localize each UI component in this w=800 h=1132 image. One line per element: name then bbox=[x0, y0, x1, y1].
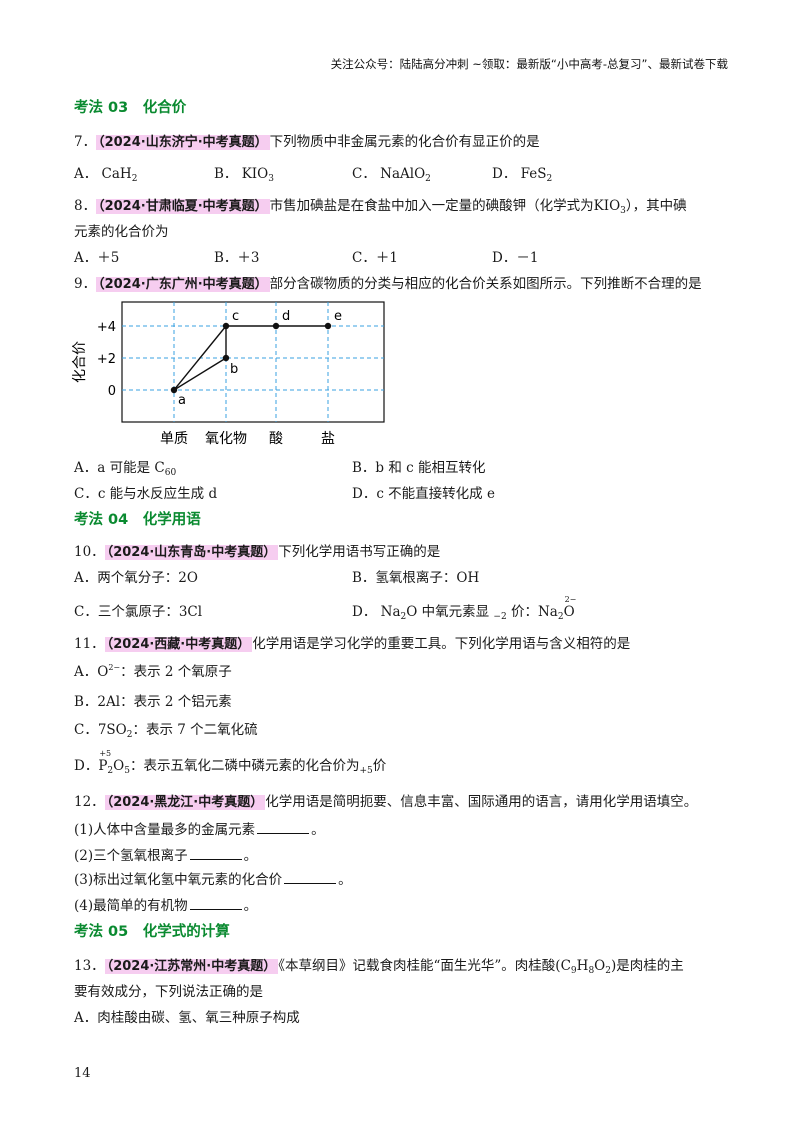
q12-part-4: (4)最简单的有机物。 bbox=[74, 897, 258, 914]
question-12-stem: 12． （2024·黑龙江·中考真题） 化学用语是简明扼要、信息丰富、国际通用的语言… bbox=[74, 794, 698, 810]
point-label: e bbox=[334, 309, 342, 324]
q10-option-b: B．氢氧根离子：OH bbox=[352, 570, 480, 586]
q11-option-d: D． +5 P2O5：表示五氧化二磷中磷元素的化合价为+5价 bbox=[74, 749, 387, 776]
question-10-stem: 10． （2024·山东青岛·中考真题） 下列化学用语书写正确的是 bbox=[74, 544, 441, 560]
y-tick-label: +2 bbox=[97, 352, 116, 367]
answer-blank[interactable] bbox=[257, 821, 310, 834]
q12-part-3: (3)标出过氧化氢中氧元素的化合价。 bbox=[74, 871, 352, 888]
chart-categories: 单质 氧化物 酸 盐 bbox=[160, 431, 335, 447]
connection-line bbox=[173, 325, 227, 391]
q10-option-d: D． Na2O 中氧元素显 −2 价：Na2 2− O bbox=[352, 595, 577, 622]
point-label: a bbox=[178, 393, 186, 408]
q11-option-c: C．7SO2：表示 7 个二氧化硫 bbox=[74, 722, 258, 740]
data-point bbox=[272, 322, 280, 330]
y-tick-label: +4 bbox=[97, 320, 116, 335]
chart-y-label: 化合价 bbox=[72, 341, 88, 383]
q11-option-a: A．O2−：表示 2 个氧原子 bbox=[74, 663, 232, 680]
valence-chart: +4 +2 0 单质 氧化物 酸 盐 a b c d e 化合价 bbox=[72, 301, 385, 447]
q8-option-c: C．＋1 bbox=[352, 250, 398, 266]
question-9-stem: 9． （2024·广东广州·中考真题） 部分含碳物质的分类与相应的化合价关系如图所示… bbox=[74, 276, 702, 292]
question-8-stem: 8． （2024·甘肃临夏·中考真题） 市售加碘盐是在食盐中加入一定量的碘酸钾（化学… bbox=[74, 198, 687, 216]
chart-y-ticks: +4 +2 0 bbox=[97, 320, 116, 399]
answer-blank[interactable] bbox=[189, 847, 242, 860]
answer-blank[interactable] bbox=[189, 897, 242, 910]
data-point bbox=[324, 322, 332, 330]
q9-option-a: A．a 可能是 C60 bbox=[74, 460, 177, 478]
point-label: d bbox=[282, 309, 290, 324]
q12-part-1: (1)人体中含量最多的金属元素。 bbox=[74, 821, 325, 838]
q8-option-d: D．－1 bbox=[492, 250, 539, 266]
section-title-03: 考法 03 化合价 bbox=[74, 100, 187, 116]
page-number: 14 bbox=[74, 1066, 91, 1081]
category-label: 盐 bbox=[321, 431, 335, 447]
question-source: （2024·山东济宁·中考真题） bbox=[96, 135, 270, 150]
q8-option-b: B．＋3 bbox=[214, 250, 260, 266]
question-8-stem-cont: 元素的化合价为 bbox=[74, 224, 169, 240]
answer-blank[interactable] bbox=[284, 871, 337, 884]
question-source: （2024·江苏常州·中考真题） bbox=[104, 959, 279, 974]
q7-option-c: C． NaAlO2 bbox=[352, 166, 431, 184]
chart-frame bbox=[121, 301, 385, 423]
question-13-stem: 13． （2024·江苏常州·中考真题） 《本草纲目》记载食肉桂能“面生光华”。肉桂… bbox=[74, 958, 684, 976]
question-source: （2024·山东青岛·中考真题） bbox=[104, 545, 279, 560]
chart-points: a b c d e bbox=[170, 309, 342, 408]
question-13-stem-cont: 要有效成分，下列说法正确的是 bbox=[74, 984, 263, 1000]
data-point bbox=[222, 322, 230, 330]
category-label: 氧化物 bbox=[205, 431, 247, 447]
question-source: （2024·西藏·中考真题） bbox=[104, 637, 253, 652]
question-source: （2024·甘肃临夏·中考真题） bbox=[96, 199, 270, 214]
data-point bbox=[170, 386, 178, 394]
y-tick-label: 0 bbox=[108, 384, 116, 399]
point-label: c bbox=[232, 309, 239, 324]
q9-option-b: B．b 和 c 能相互转化 bbox=[352, 460, 486, 476]
question-11-stem: 11． （2024·西藏·中考真题） 化学用语是学习化学的重要工具。下列化学用语与含… bbox=[74, 636, 631, 652]
question-source: （2024·黑龙江·中考真题） bbox=[104, 795, 266, 810]
q12-part-2: (2)三个氢氧根离子。 bbox=[74, 847, 258, 864]
data-point bbox=[222, 354, 230, 362]
question-source: （2024·广东广州·中考真题） bbox=[96, 277, 270, 292]
q7-option-b: B． KIO3 bbox=[214, 166, 274, 184]
q8-option-a: A．＋5 bbox=[74, 250, 120, 266]
category-label: 酸 bbox=[269, 431, 283, 447]
section-title-05: 考法 05 化学式的计算 bbox=[74, 924, 230, 940]
header-note: 关注公众号：陆陆高分冲刺 ~领取：最新版“小中高考-总复习”、最新试卷下载 bbox=[330, 57, 728, 71]
q9-option-d: D．c 不能直接转化成 e bbox=[352, 486, 495, 502]
category-label: 单质 bbox=[160, 431, 188, 447]
q10-option-a: A．两个氧分子：2O bbox=[74, 570, 198, 586]
section-title-04: 考法 04 化学用语 bbox=[74, 512, 201, 528]
q7-option-a: A． CaH2 bbox=[74, 166, 138, 184]
q9-option-c: C．c 能与水反应生成 d bbox=[74, 486, 218, 502]
q13-option-a: A．肉桂酸由碳、氢、氧三种原子构成 bbox=[74, 1010, 300, 1026]
q7-option-d: D． FeS2 bbox=[492, 166, 553, 184]
point-label: b bbox=[230, 362, 238, 377]
connection-line bbox=[173, 357, 227, 391]
question-7-stem: 7． （2024·山东济宁·中考真题） 下列物质中非金属元素的化合价有显正价的是 bbox=[74, 134, 540, 150]
chart-grid bbox=[122, 302, 384, 422]
q11-option-b: B．2Al：表示 2 个铝元素 bbox=[74, 694, 232, 710]
q10-option-c: C．三个氯原子：3Cl bbox=[74, 604, 203, 620]
